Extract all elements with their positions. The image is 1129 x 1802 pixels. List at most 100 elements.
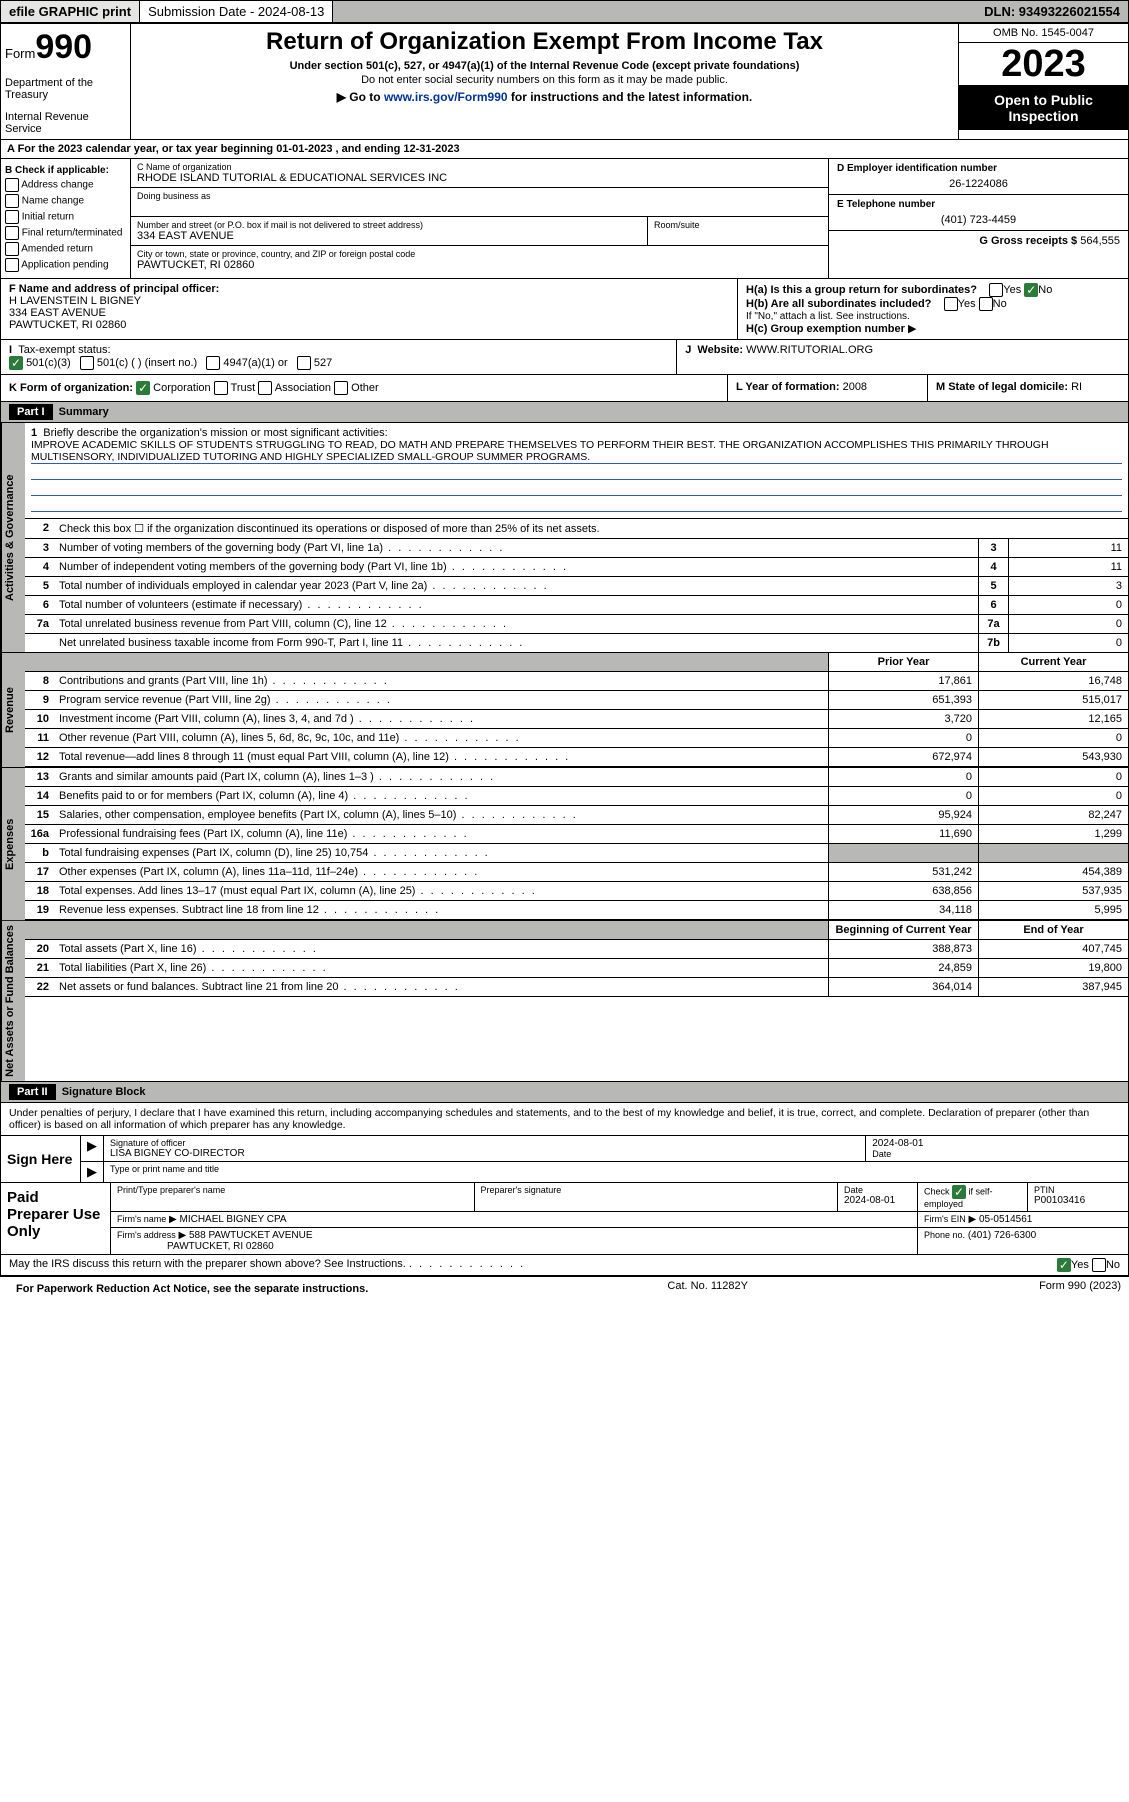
officer-sig-name: LISA BIGNEY CO-DIRECTOR (110, 1148, 859, 1159)
box-h-group: H(a) Is this a group return for subordin… (738, 279, 1128, 339)
phone-value: (401) 723-4459 (837, 210, 1120, 226)
check-initial-return[interactable]: Initial return (5, 210, 126, 224)
sig-date-label: Date (872, 1149, 1122, 1159)
check-527[interactable] (297, 356, 311, 370)
table-row: 20Total assets (Part X, line 16)388,8734… (25, 940, 1128, 959)
table-row: bTotal fundraising expenses (Part IX, co… (25, 844, 1128, 863)
discuss-yes[interactable]: ✓ (1057, 1258, 1071, 1272)
vtab-net-assets: Net Assets or Fund Balances (1, 921, 25, 1081)
form-subtitle-1: Under section 501(c), 527, or 4947(a)(1)… (139, 60, 950, 72)
box-b-label: B Check if applicable: (5, 165, 126, 176)
table-row: 5Total number of individuals employed in… (25, 577, 1128, 596)
part-i-header: Part I Summary (1, 402, 1128, 423)
firm-ein-val: 05-0514561 (979, 1214, 1032, 1225)
check-amended-return[interactable]: Amended return (5, 242, 126, 256)
form-page-label: Form 990 (2023) (1039, 1280, 1121, 1298)
table-row: 17Other expenses (Part IX, column (A), l… (25, 863, 1128, 882)
table-row: 19Revenue less expenses. Subtract line 1… (25, 901, 1128, 920)
table-row: 9Program service revenue (Part VIII, lin… (25, 691, 1128, 710)
row-a-tax-year: A For the 2023 calendar year, or tax yea… (1, 140, 1128, 159)
check-501c[interactable] (80, 356, 94, 370)
firm-name-val: MICHAEL BIGNEY CPA (179, 1214, 286, 1225)
gross-receipts-value: 564,555 (1080, 235, 1120, 247)
sign-here-label: Sign Here (1, 1136, 81, 1182)
firm-phone-val: (401) 726-6300 (968, 1230, 1036, 1241)
topbar: efile GRAPHIC print Submission Date - 20… (0, 0, 1129, 23)
street-value: 334 EAST AVENUE (137, 230, 641, 242)
officer-street: 334 EAST AVENUE (9, 307, 106, 319)
table-row: 13Grants and similar amounts paid (Part … (25, 768, 1128, 787)
declaration-text: Under penalties of perjury, I declare th… (1, 1103, 1128, 1135)
check-assoc[interactable] (258, 381, 272, 395)
goto-line: ▶ Go to www.irs.gov/Form990 for instruct… (139, 90, 950, 104)
box-m-state: M State of legal domicile: RI (928, 375, 1128, 401)
ein-value: 26-1224086 (837, 174, 1120, 190)
hb-no[interactable] (979, 297, 993, 311)
website-value: WWW.RITUTORIAL.ORG (746, 344, 873, 356)
pwra-notice: For Paperwork Reduction Act Notice, see … (8, 1280, 376, 1298)
table-row: 14Benefits paid to or for members (Part … (25, 787, 1128, 806)
box-c-org-info: C Name of organizationRHODE ISLAND TUTOR… (131, 159, 828, 278)
table-row: 8Contributions and grants (Part VIII, li… (25, 672, 1128, 691)
dln-label: DLN: 93493226021554 (976, 1, 1128, 22)
check-trust[interactable] (214, 381, 228, 395)
sign-arrow-icon-2: ▶ (81, 1162, 104, 1182)
check-name-change[interactable]: Name change (5, 194, 126, 208)
firm-addr-val: 588 PAWTUCKET AVENUE (189, 1230, 313, 1241)
check-address-change[interactable]: Address change (5, 178, 126, 192)
city-label: City or town, state or province, country… (137, 249, 822, 259)
form-990-frame: Form990 Department of the Treasury Inter… (0, 23, 1129, 1276)
table-row: 15Salaries, other compensation, employee… (25, 806, 1128, 825)
form-subtitle-2: Do not enter social security numbers on … (139, 74, 950, 86)
table-row: 22Net assets or fund balances. Subtract … (25, 978, 1128, 997)
hb-yes[interactable] (944, 297, 958, 311)
vtab-governance: Activities & Governance (1, 423, 25, 652)
table-row: 18Total expenses. Add lines 13–17 (must … (25, 882, 1128, 901)
hdr-end-year: End of Year (978, 921, 1128, 939)
box-i-tax-status: I Tax-exempt status: ✓ 501(c)(3) 501(c) … (1, 340, 677, 374)
discuss-no[interactable] (1092, 1258, 1106, 1272)
mission-text: IMPROVE ACADEMIC SKILLS OF STUDENTS STRU… (31, 439, 1122, 464)
ha-yes[interactable] (989, 283, 1003, 297)
type-name-label: Type or print name and title (110, 1164, 1122, 1174)
box-j-website: J Website: WWW.RITUTORIAL.ORG (677, 340, 1128, 374)
dba-label: Doing business as (137, 191, 822, 201)
table-row: 6Total number of volunteers (estimate if… (25, 596, 1128, 615)
vtab-revenue: Revenue (1, 653, 25, 767)
box-defg: D Employer identification number26-12240… (828, 159, 1128, 278)
line1-label: Briefly describe the organization's miss… (43, 427, 387, 439)
check-corp[interactable]: ✓ (136, 381, 150, 395)
open-public-badge: Open to Public Inspection (959, 86, 1128, 130)
table-row: 16aProfessional fundraising fees (Part I… (25, 825, 1128, 844)
efile-print-button[interactable]: efile GRAPHIC print (1, 1, 140, 22)
irs-link[interactable]: www.irs.gov/Form990 (384, 90, 508, 104)
discuss-question: May the IRS discuss this return with the… (9, 1258, 525, 1272)
check-501c3[interactable]: ✓ (9, 356, 23, 370)
table-row: 12Total revenue—add lines 8 through 11 (… (25, 748, 1128, 767)
table-row: 7aTotal unrelated business revenue from … (25, 615, 1128, 634)
vtab-expenses: Expenses (1, 768, 25, 920)
check-4947[interactable] (206, 356, 220, 370)
check-final-return[interactable]: Final return/terminated (5, 226, 126, 240)
table-row: Net unrelated business taxable income fr… (25, 634, 1128, 652)
check-other[interactable] (334, 381, 348, 395)
hdr-current-year: Current Year (978, 653, 1128, 671)
form-word: Form (5, 46, 35, 61)
gross-receipts-label: G Gross receipts $ (979, 235, 1077, 247)
table-row: 11Other revenue (Part VIII, column (A), … (25, 729, 1128, 748)
form-title: Return of Organization Exempt From Incom… (139, 28, 950, 56)
hb-label: H(b) Are all subordinates included? (746, 298, 931, 310)
org-name: RHODE ISLAND TUTORIAL & EDUCATIONAL SERV… (137, 172, 822, 184)
check-app-pending[interactable]: Application pending (5, 258, 126, 272)
dept-treasury: Department of the Treasury (5, 77, 126, 101)
table-row: 4Number of independent voting members of… (25, 558, 1128, 577)
table-row: 10Investment income (Part VIII, column (… (25, 710, 1128, 729)
tax-status-label: Tax-exempt status: (18, 344, 110, 356)
table-row: 3Number of voting members of the governi… (25, 539, 1128, 558)
hb-note: If "No," attach a list. See instructions… (746, 311, 1120, 322)
part-ii-header: Part II Signature Block (1, 1082, 1128, 1103)
ha-no[interactable]: ✓ (1024, 283, 1038, 297)
officer-label: F Name and address of principal officer: (9, 283, 219, 295)
sign-arrow-icon: ▶ (81, 1136, 104, 1161)
line2: Check this box ☐ if the organization dis… (55, 519, 1128, 538)
